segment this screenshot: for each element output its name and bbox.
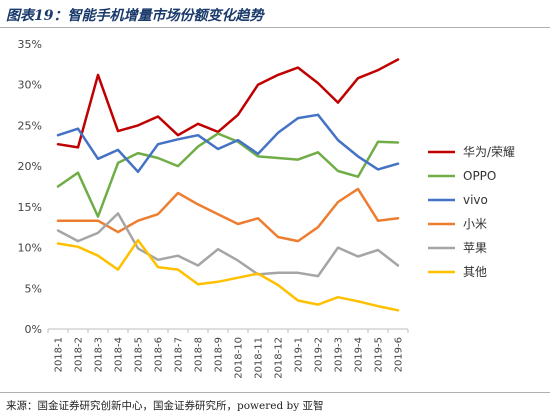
line-chart: 0% 5% 10% 15% 20% 25% 30% 35% 2018-1 2018-2 2018-3… (18, 38, 516, 379)
legend-label: vivo (463, 193, 488, 207)
y-tick-label: 25% (18, 119, 42, 132)
y-tick-label: 15% (18, 201, 42, 214)
x-tick-label: 2018-5 (134, 337, 145, 372)
series-line-2 (56, 132, 400, 218)
series-line-3 (56, 113, 400, 174)
source-bar: 来源：国金证券研究创新中心，国金证券研究所，powered by 亚智 (0, 392, 550, 418)
legend-label: 小米 (463, 217, 487, 231)
x-tick-label: 2019-5 (374, 337, 385, 372)
x-tick-label: 2019-6 (394, 337, 405, 372)
x-tick-label: 2019-2 (314, 337, 325, 372)
x-tick-label: 2018-2 (74, 337, 85, 372)
legend-label: 华为/荣耀 (463, 145, 515, 159)
x-tick-label: 2019-4 (354, 337, 365, 372)
series-line-6 (56, 238, 400, 312)
legend-label: OPPO (463, 169, 496, 183)
x-tick-label: 2018-1 (54, 337, 65, 372)
x-tick-label: 2018-3 (94, 337, 105, 372)
figure-source: 来源：国金证券研究创新中心，国金证券研究所，powered by 亚智 (6, 400, 324, 412)
x-tick-label: 2019-3 (334, 337, 345, 372)
x-tick-label: 2018-11 (254, 337, 265, 379)
x-tick-label: 2018-7 (174, 337, 185, 372)
x-tick-label: 2018-12 (274, 337, 285, 379)
series-layer (56, 58, 400, 312)
figure-title: 图表19：智能手机增量市场份额变化趋势 (6, 8, 264, 24)
y-tick-label: 0% (25, 323, 42, 336)
title-bar: 图表19：智能手机增量市场份额变化趋势 (0, 0, 550, 28)
chart-axes: 0% 5% 10% 15% 20% 25% 30% 35% 2018-1 2018-2 2018-3… (18, 38, 409, 379)
y-tick-label: 5% (25, 282, 42, 295)
y-tick-label: 10% (18, 242, 42, 255)
x-tick-label: 2019-1 (294, 337, 305, 372)
x-tick-label: 2018-6 (154, 337, 165, 372)
y-tick-label: 35% (18, 38, 42, 51)
x-tick-label: 2018-9 (214, 337, 225, 372)
series-line-5 (56, 212, 400, 278)
x-tick-label: 2018-8 (194, 337, 205, 372)
legend-label: 其他 (463, 265, 487, 279)
series-line-4 (56, 187, 400, 243)
legend-label: 苹果 (463, 241, 487, 255)
x-tick-label: 2018-4 (114, 337, 125, 372)
y-tick-label: 20% (18, 160, 42, 173)
x-tick-label: 2018-10 (234, 337, 245, 379)
series-line-1 (56, 58, 400, 149)
y-tick-label: 30% (18, 79, 42, 92)
